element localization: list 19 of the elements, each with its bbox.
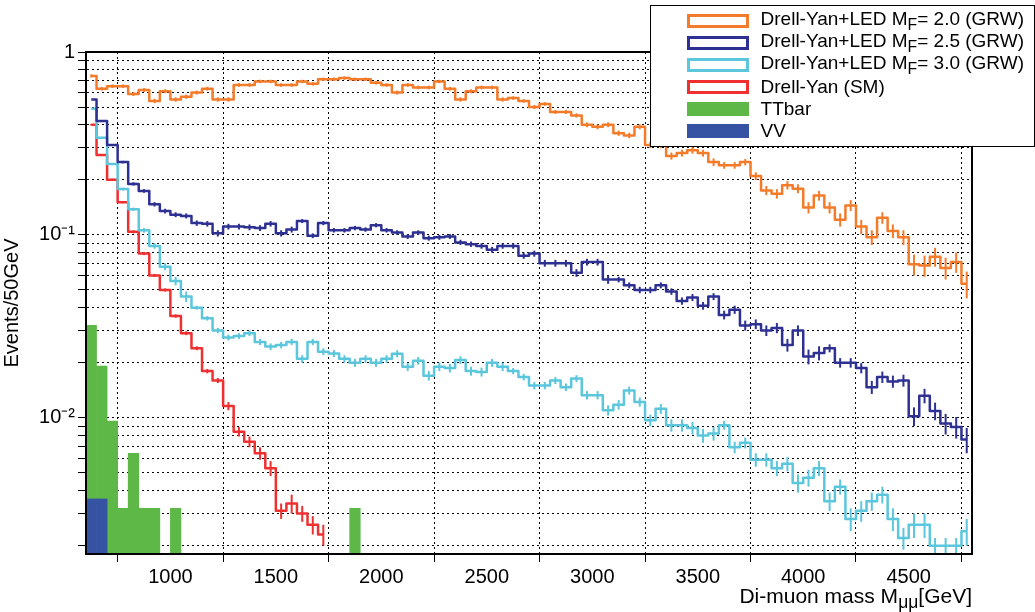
legend-label: Drell-Yan+LED M$_{F}$= 3.0 (GRW) bbox=[760, 52, 1024, 78]
legend-label: Drell-Yan (SM) bbox=[760, 76, 885, 98]
x-tick-label: 4000 bbox=[780, 564, 826, 587]
x-tick-label: 2000 bbox=[359, 564, 404, 587]
y-tick-label: 10⁻¹ bbox=[39, 222, 76, 245]
legend-label: Drell-Yan+LED M$_{F}$= 2.0 (GRW) bbox=[760, 8, 1024, 33]
legend-label: Drell-Yan+LED M$_{F}$= 2.5 (GRW) bbox=[760, 30, 1024, 55]
x-tick-label: 1500 bbox=[253, 564, 299, 587]
x-tick-label: 3000 bbox=[570, 564, 615, 587]
y-axis-title: Events/50GeV bbox=[0, 237, 22, 368]
x-axis-title: Di-muon mass M$_{μμ}$[GeV] bbox=[739, 584, 972, 612]
y-tick-label: 1 bbox=[63, 39, 75, 62]
x-tick-label: 4500 bbox=[886, 564, 931, 587]
legend-label: TTbar bbox=[760, 98, 812, 120]
x-tick-label: 3500 bbox=[675, 564, 721, 587]
x-tick-label: 2500 bbox=[464, 564, 510, 587]
x-tick-label: 1000 bbox=[148, 564, 193, 587]
legend-label: VV bbox=[760, 120, 786, 142]
y-tick-label: 10⁻² bbox=[39, 405, 76, 428]
